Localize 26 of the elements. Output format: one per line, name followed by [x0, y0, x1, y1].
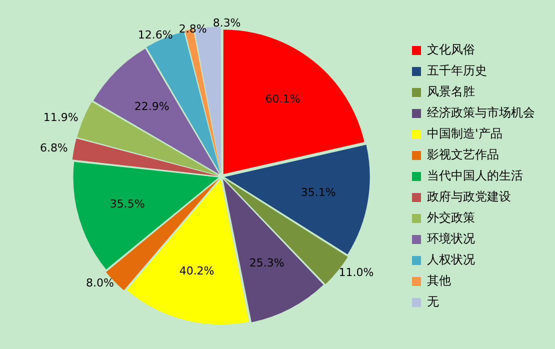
legend-label: 文化风俗	[427, 42, 475, 57]
legend-label: 环境状况	[427, 232, 475, 246]
legend-label: 风景名胜	[427, 84, 475, 99]
data-label: 11.9%	[43, 110, 78, 124]
legend-label: 其他	[427, 274, 451, 288]
legend-label: 无	[427, 294, 439, 309]
legend-label: 外交政策	[427, 210, 475, 225]
legend-label: 中国制造'产品	[427, 126, 502, 141]
legend-label: 政府与政党建设	[427, 190, 511, 204]
data-label: 35.1%	[300, 186, 336, 199]
legend-label: 人权状况	[427, 252, 475, 267]
data-label: 40.2%	[179, 264, 214, 278]
data-label: 11.0%	[338, 266, 374, 279]
legend-label: 当代中国人的生活	[427, 168, 523, 183]
data-label: 2.8%	[178, 22, 207, 36]
data-label: 12.6%	[138, 28, 173, 42]
legend-label: 经济政策与市场机会	[427, 106, 535, 120]
legend-label: 五千年历史	[427, 64, 487, 78]
legend-label: 影视文艺作品	[427, 148, 499, 162]
data-label: 8.3%	[212, 16, 241, 30]
data-label: 25.3%	[249, 256, 284, 270]
data-label: 60.1%	[265, 92, 300, 106]
data-label: 6.8%	[40, 141, 68, 154]
data-label: 8.0%	[86, 276, 114, 290]
data-label: 22.9%	[134, 100, 170, 114]
data-label: 35.5%	[110, 197, 145, 210]
